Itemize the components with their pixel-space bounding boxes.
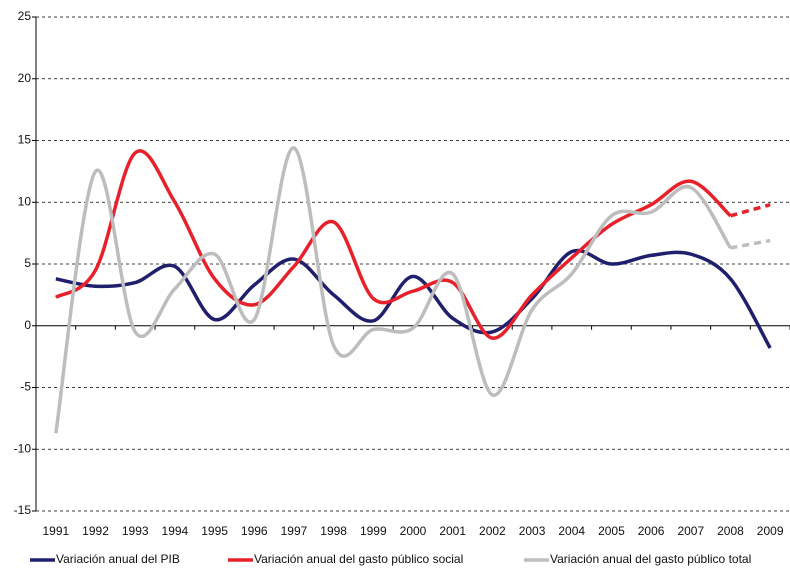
x-tick-label: 2005 — [598, 524, 625, 538]
x-tick-label: 1994 — [162, 524, 189, 538]
x-tick-label: 2007 — [677, 524, 704, 538]
y-tick-label: 25 — [18, 9, 32, 23]
series-line — [54, 149, 732, 340]
series-line — [54, 146, 732, 434]
y-tick-label: 10 — [18, 194, 32, 208]
series-line — [55, 248, 772, 349]
x-tick-label: 2003 — [519, 524, 546, 538]
x-tick-label: 2002 — [479, 524, 506, 538]
y-tick-label: 20 — [18, 71, 32, 85]
x-tick-label: 1999 — [360, 524, 387, 538]
y-tick-label: 15 — [18, 133, 32, 147]
x-tick-label: 1995 — [201, 524, 228, 538]
x-tick-label: 1998 — [320, 524, 347, 538]
x-tick-label: 2008 — [717, 524, 744, 538]
legend-label: Variación anual del gasto público social — [254, 552, 463, 566]
x-tick-label: 2001 — [439, 524, 466, 538]
x-tick-label: 1996 — [241, 524, 268, 538]
legend-label: Variación anual del PIB — [56, 552, 180, 566]
x-tick-label: 2004 — [558, 524, 585, 538]
x-tick-label: 1992 — [82, 524, 109, 538]
legend-label: Variación anual del gasto público total — [550, 552, 751, 566]
y-tick-label: -10 — [14, 441, 32, 455]
x-tick-label: 2000 — [400, 524, 427, 538]
y-tick-label: -5 — [20, 380, 31, 394]
x-tick-label: 1991 — [42, 524, 69, 538]
y-tick-label: -15 — [14, 503, 32, 517]
y-tick-label: 0 — [24, 318, 31, 332]
y-tick-label: 5 — [24, 256, 31, 270]
x-tick-label: 2009 — [757, 524, 784, 538]
series-line-projection — [730, 203, 771, 218]
x-tick-label: 1997 — [281, 524, 308, 538]
x-tick-label: 1993 — [122, 524, 149, 538]
x-tick-label: 2006 — [638, 524, 665, 538]
series-line-projection — [730, 238, 771, 250]
